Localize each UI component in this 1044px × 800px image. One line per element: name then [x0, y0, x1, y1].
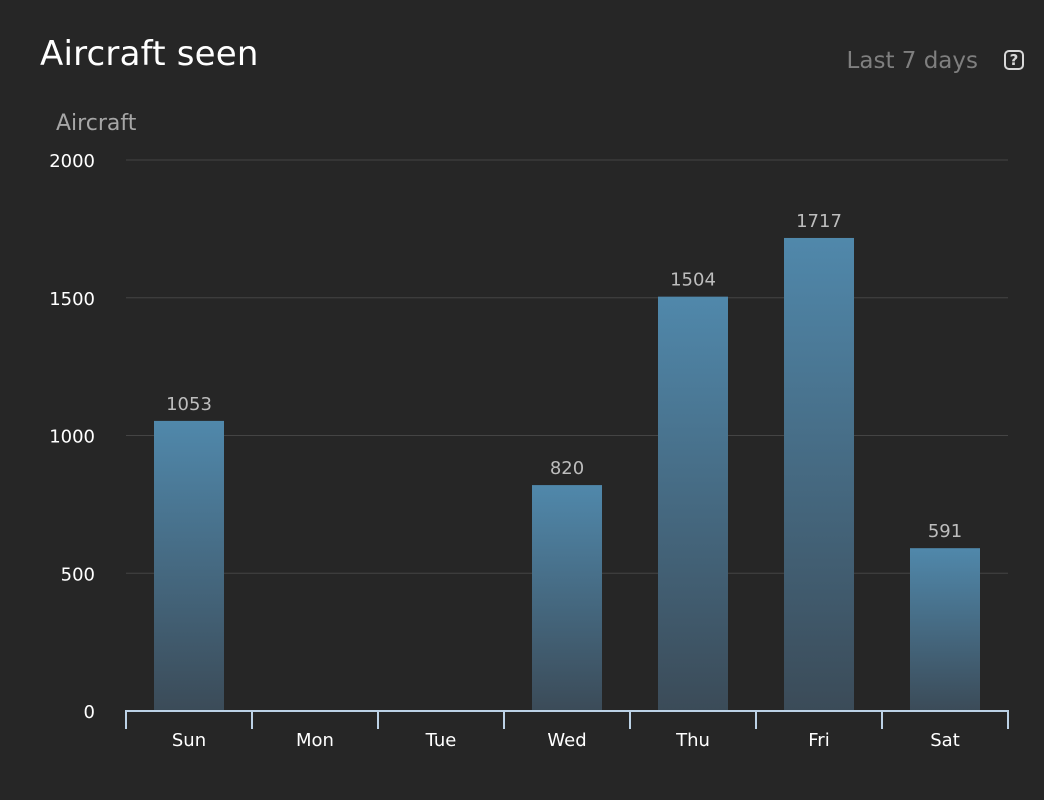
x-tick-label: Thu [675, 730, 710, 751]
chart-title: Aircraft seen [40, 34, 259, 74]
data-label: 1717 [796, 211, 842, 232]
x-tick-label: Wed [547, 730, 586, 751]
date-range-selector[interactable]: Last 7 days [846, 48, 978, 74]
x-tick-label: Sat [930, 730, 960, 751]
x-tick-label: Mon [296, 730, 334, 751]
bar[interactable] [910, 548, 980, 711]
help-icon[interactable]: ? [1004, 50, 1024, 70]
x-tick-label: Fri [808, 730, 829, 751]
data-label: 820 [550, 458, 584, 479]
y-axis-label: Aircraft [56, 111, 137, 136]
gridlines [126, 159, 1008, 574]
y-tick-label: 1000 [49, 427, 95, 448]
data-label: 1504 [670, 270, 716, 291]
bars: 1053 820 1504 1717 591 [154, 211, 980, 712]
bar[interactable] [658, 296, 728, 711]
y-tick-label: 2000 [49, 151, 95, 172]
y-tick-label: 500 [61, 564, 95, 585]
bar[interactable] [532, 485, 602, 711]
data-label: 591 [928, 521, 962, 542]
y-axis: 0 500 1000 1500 2000 [49, 151, 95, 723]
bar[interactable] [154, 420, 224, 711]
x-tick-label: Tue [425, 730, 457, 751]
y-tick-label: 1500 [49, 289, 95, 310]
data-label: 1053 [166, 394, 212, 415]
x-tick-label: Sun [172, 730, 206, 751]
x-axis: Sun Mon Tue Wed Thu Fri Sat [125, 710, 1009, 751]
bar[interactable] [784, 237, 854, 712]
y-tick-label: 0 [84, 702, 95, 723]
